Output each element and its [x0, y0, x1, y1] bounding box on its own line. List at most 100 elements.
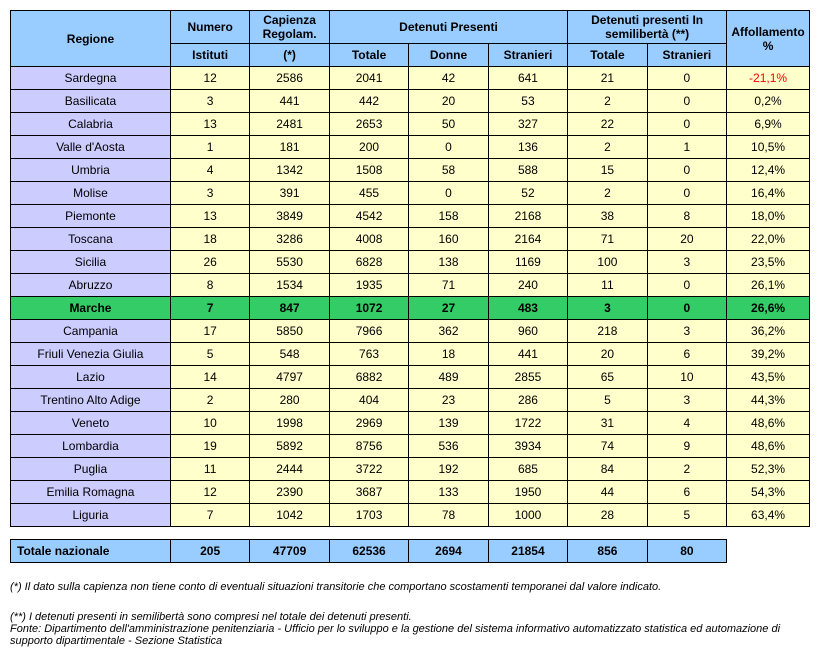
cell-cap: 1998	[250, 412, 329, 435]
cell-stra: 3934	[488, 435, 567, 458]
cell-stra: 53	[488, 90, 567, 113]
cell-stra: 1169	[488, 251, 567, 274]
cell-stra: 2168	[488, 205, 567, 228]
cell-cap: 2481	[250, 113, 329, 136]
cell-aff: -21,1%	[727, 67, 810, 90]
cell-aff: 48,6%	[727, 412, 810, 435]
cell-aff: 44,3%	[727, 389, 810, 412]
cell-istituti: 13	[170, 205, 249, 228]
hdr-numero: Numero	[170, 11, 249, 44]
cell-donne: 139	[409, 412, 488, 435]
cell-total-istituti: 205	[170, 540, 249, 563]
cell-sl-tot: 11	[568, 274, 647, 297]
cell-sl-stra: 0	[647, 113, 726, 136]
cell-total-aff	[727, 540, 810, 563]
cell-donne: 138	[409, 251, 488, 274]
cell-donne: 536	[409, 435, 488, 458]
cell-tot: 2041	[329, 67, 408, 90]
cell-istituti: 7	[170, 504, 249, 527]
total-row: Totale nazionale205477096253626942185485…	[11, 540, 810, 563]
cell-tot: 2653	[329, 113, 408, 136]
cell-tot: 404	[329, 389, 408, 412]
table-row: Piemonte1338494542158216838818,0%	[11, 205, 810, 228]
cell-donne: 27	[409, 297, 488, 320]
cell-aff: 26,6%	[727, 297, 810, 320]
cell-istituti: 3	[170, 90, 249, 113]
hdr-detenuti: Detenuti Presenti	[329, 11, 567, 44]
cell-regione: Sicilia	[11, 251, 171, 274]
cell-cap: 3286	[250, 228, 329, 251]
cell-donne: 23	[409, 389, 488, 412]
cell-donne: 192	[409, 458, 488, 481]
cell-stra: 327	[488, 113, 567, 136]
cell-istituti: 13	[170, 113, 249, 136]
cell-sl-stra: 8	[647, 205, 726, 228]
cell-cap: 2444	[250, 458, 329, 481]
cell-donne: 362	[409, 320, 488, 343]
cell-regione: Lazio	[11, 366, 171, 389]
cell-sl-stra: 9	[647, 435, 726, 458]
cell-sl-tot: 38	[568, 205, 647, 228]
hdr-donne: Donne	[409, 44, 488, 67]
cell-stra: 483	[488, 297, 567, 320]
cell-sl-tot: 31	[568, 412, 647, 435]
cell-tot: 1703	[329, 504, 408, 527]
cell-cap: 4797	[250, 366, 329, 389]
cell-sl-stra: 3	[647, 320, 726, 343]
cell-sl-stra: 1	[647, 136, 726, 159]
cell-stra: 441	[488, 343, 567, 366]
cell-sl-stra: 0	[647, 159, 726, 182]
cell-tot: 6882	[329, 366, 408, 389]
cell-sl-stra: 10	[647, 366, 726, 389]
hdr-stranieri: Stranieri	[488, 44, 567, 67]
table-row: Puglia112444372219268584252,3%	[11, 458, 810, 481]
table-row: Abruzzo8153419357124011026,1%	[11, 274, 810, 297]
cell-aff: 23,5%	[727, 251, 810, 274]
cell-regione: Piemonte	[11, 205, 171, 228]
cell-stra: 960	[488, 320, 567, 343]
cell-sl-stra: 0	[647, 297, 726, 320]
cell-sl-stra: 2	[647, 458, 726, 481]
cell-regione: Friuli Venezia Giulia	[11, 343, 171, 366]
cell-sl-stra: 0	[647, 274, 726, 297]
prison-stats-table: Regione Numero Capienza Regolam. Detenut…	[10, 10, 810, 563]
cell-istituti: 14	[170, 366, 249, 389]
cell-cap: 548	[250, 343, 329, 366]
table-row: Veneto1019982969139172231448,6%	[11, 412, 810, 435]
cell-cap: 2390	[250, 481, 329, 504]
cell-sl-stra: 4	[647, 412, 726, 435]
cell-tot: 3722	[329, 458, 408, 481]
cell-cap: 5850	[250, 320, 329, 343]
cell-sl-tot: 44	[568, 481, 647, 504]
table-body: Sardegna122586204142641210-21,1%Basilica…	[11, 67, 810, 563]
cell-regione: Campania	[11, 320, 171, 343]
cell-cap: 391	[250, 182, 329, 205]
cell-stra: 1000	[488, 504, 567, 527]
cell-donne: 78	[409, 504, 488, 527]
cell-sl-tot: 22	[568, 113, 647, 136]
cell-total-donne: 2694	[409, 540, 488, 563]
cell-tot: 455	[329, 182, 408, 205]
hdr-sl-totale: Totale	[568, 44, 647, 67]
table-row: Molise33914550522016,4%	[11, 182, 810, 205]
cell-stra: 2164	[488, 228, 567, 251]
cell-regione: Abruzzo	[11, 274, 171, 297]
cell-total-cap: 47709	[250, 540, 329, 563]
cell-regione: Calabria	[11, 113, 171, 136]
cell-istituti: 5	[170, 343, 249, 366]
cell-tot: 2969	[329, 412, 408, 435]
cell-tot: 442	[329, 90, 408, 113]
cell-donne: 71	[409, 274, 488, 297]
cell-stra: 136	[488, 136, 567, 159]
cell-cap: 280	[250, 389, 329, 412]
hdr-regione: Regione	[11, 11, 171, 67]
cell-donne: 58	[409, 159, 488, 182]
cell-regione: Veneto	[11, 412, 171, 435]
cell-sl-tot: 2	[568, 136, 647, 159]
cell-aff: 6,9%	[727, 113, 810, 136]
cell-stra: 2855	[488, 366, 567, 389]
cell-istituti: 2	[170, 389, 249, 412]
cell-aff: 48,6%	[727, 435, 810, 458]
table-row: Marche78471072274833026,6%	[11, 297, 810, 320]
cell-cap: 441	[250, 90, 329, 113]
